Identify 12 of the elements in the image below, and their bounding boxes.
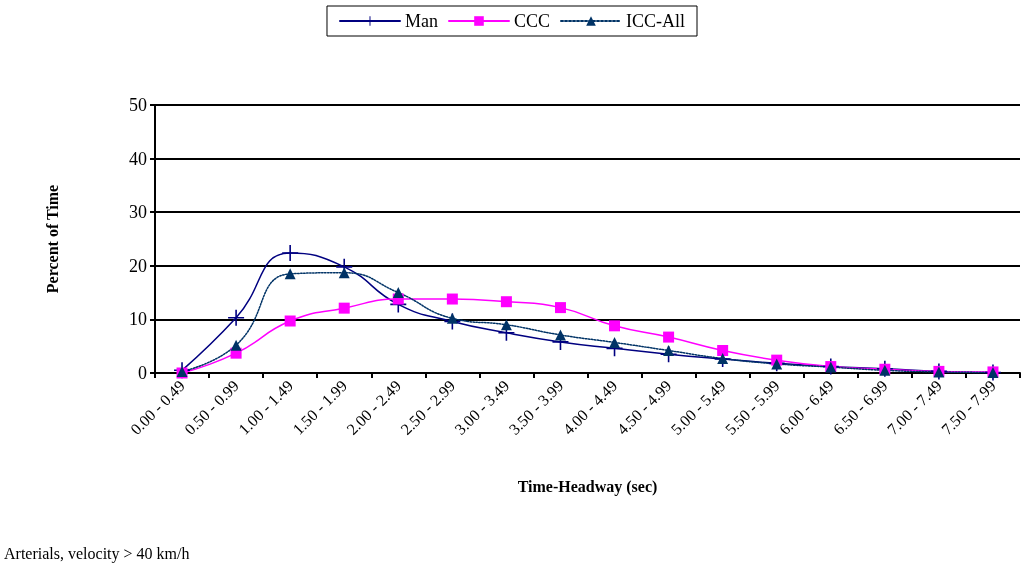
y-tick-label: 40 [129, 148, 147, 169]
y-tick-label: 30 [129, 202, 147, 223]
x-axis-title: Time-Headway (sec) [517, 477, 658, 496]
y-axis-title: Percent of Time [43, 184, 61, 294]
legend-label: ICC-All [626, 11, 686, 31]
y-tick-label: 20 [129, 255, 147, 276]
legend-label: Man [404, 11, 438, 31]
text: Arterials, velocity > 40 km/h [4, 544, 190, 563]
y-tick-label: 10 [129, 309, 147, 330]
legend-label: CCC [513, 11, 551, 31]
y-tick-label: 0 [138, 363, 147, 383]
y-tick-label: 50 [129, 95, 147, 115]
